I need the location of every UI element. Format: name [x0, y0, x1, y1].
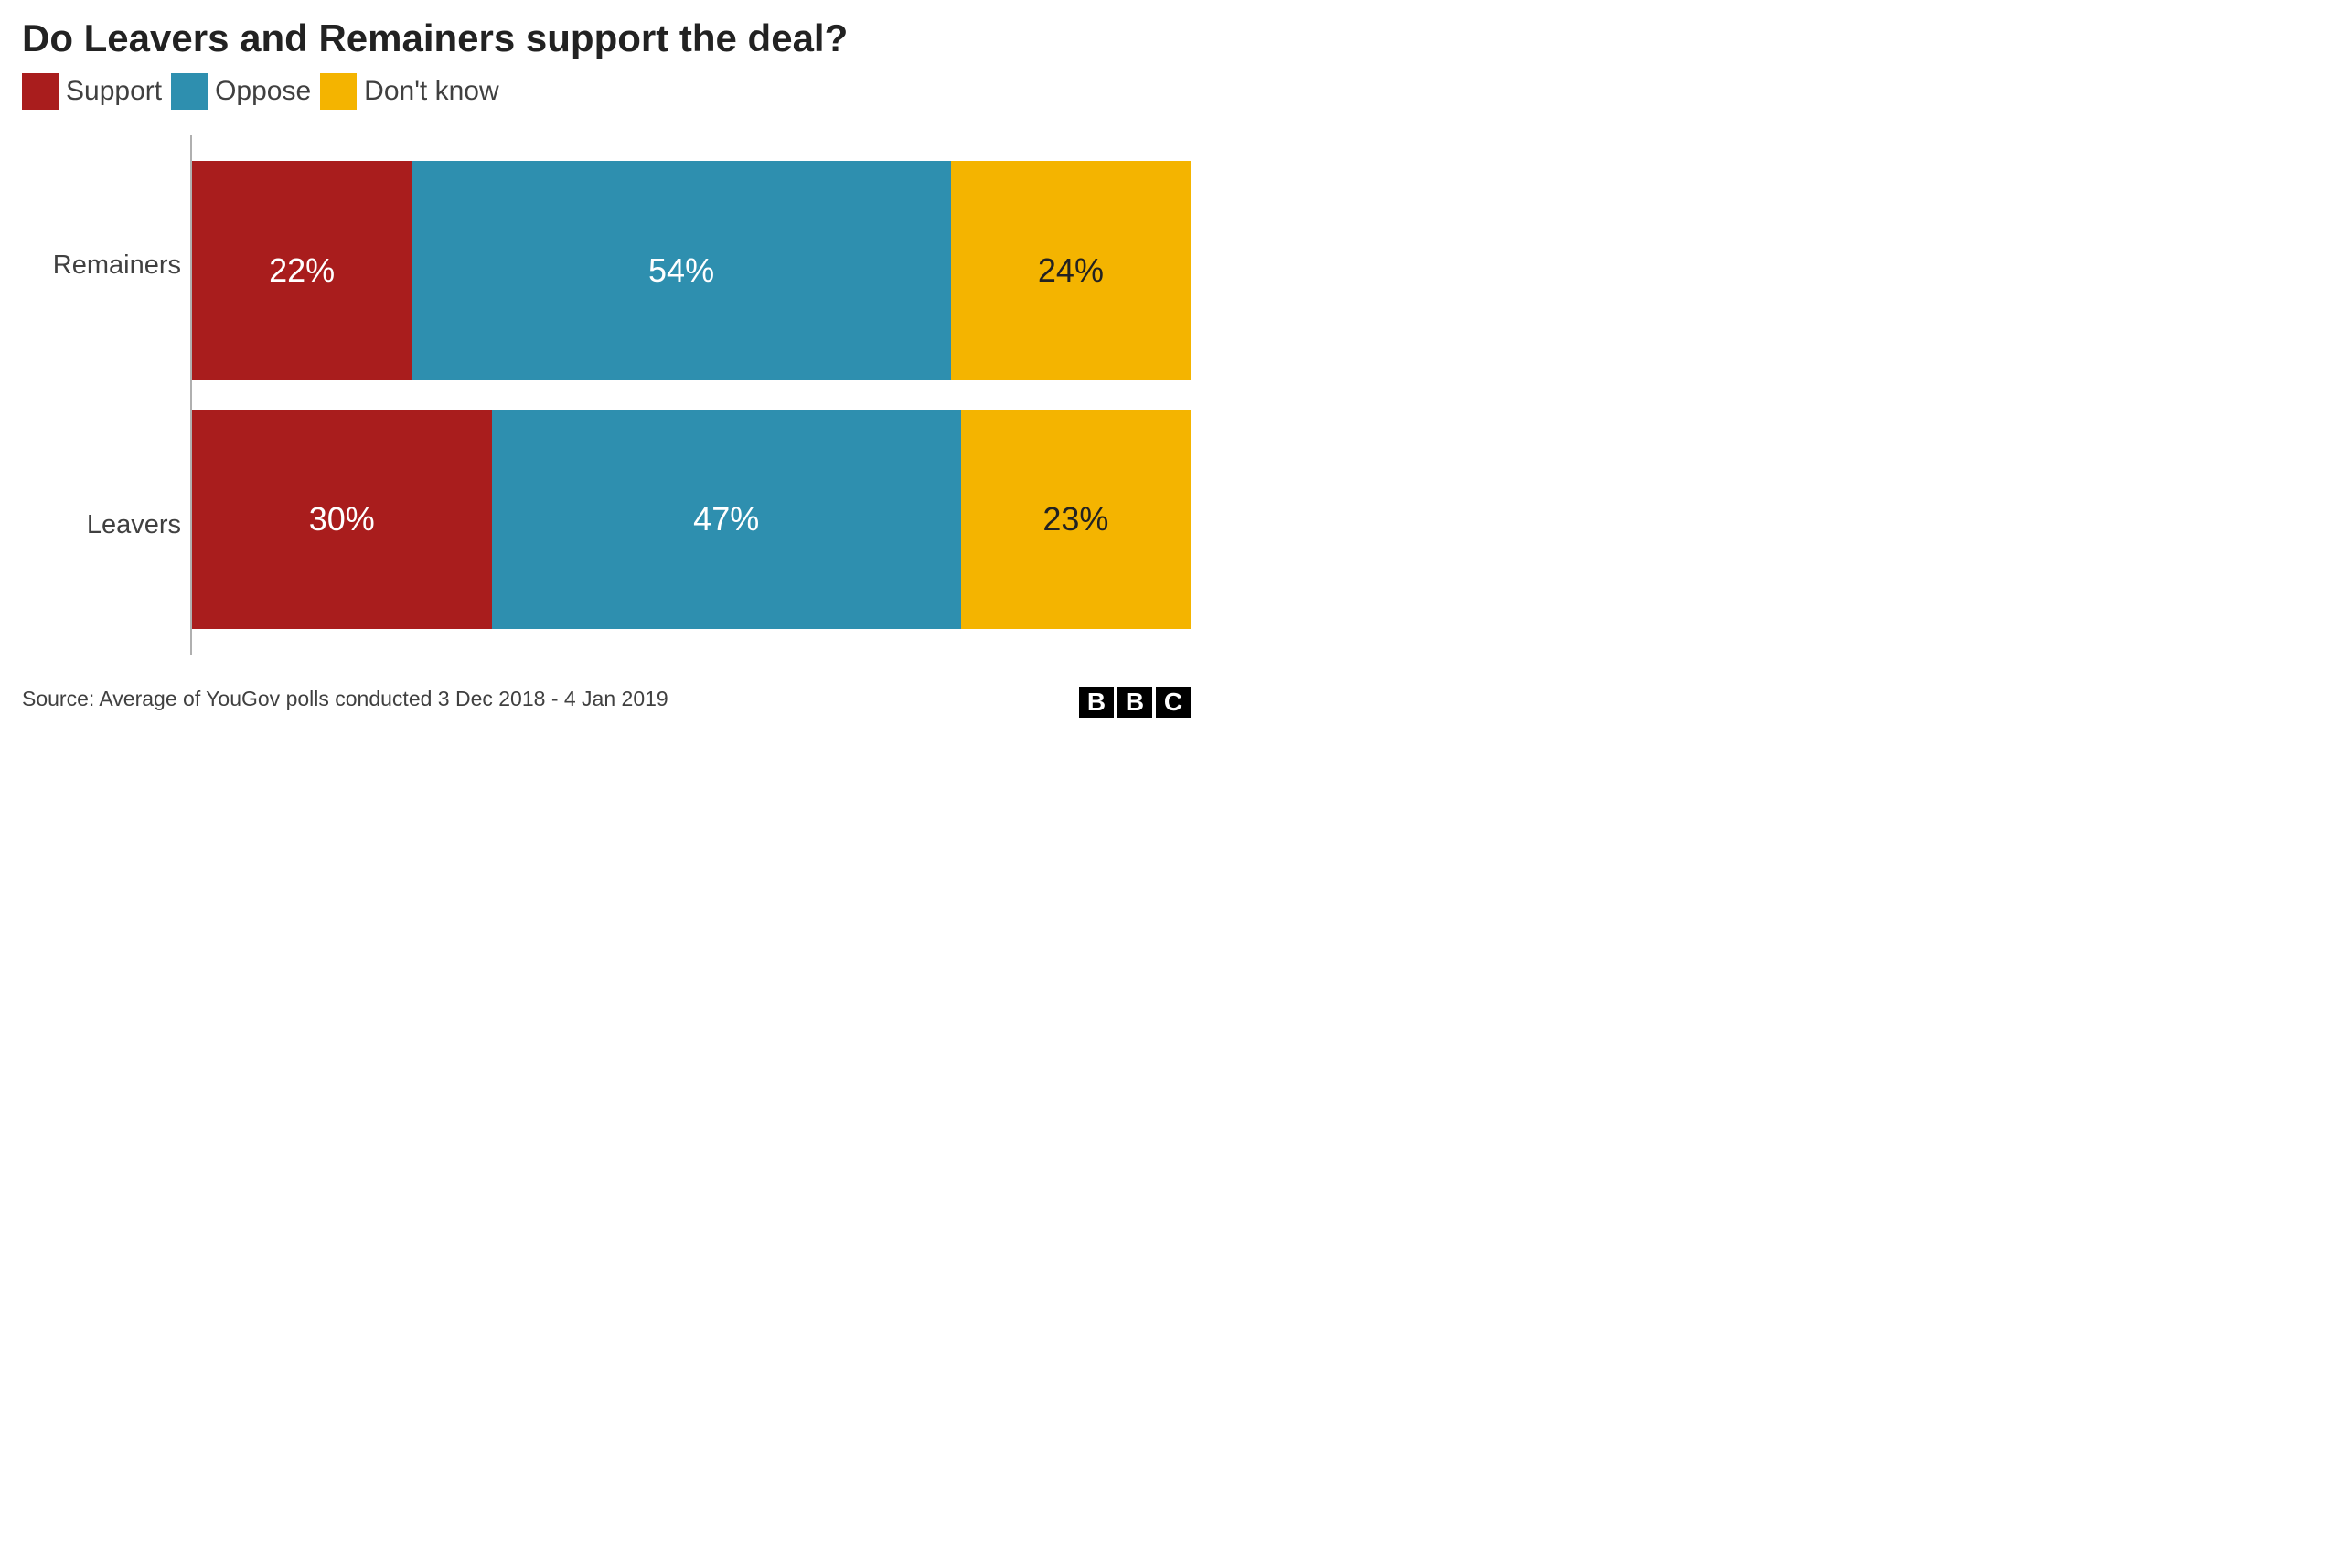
- legend-item-dontknow: Don't know: [320, 73, 498, 110]
- y-axis: Remainers Leavers: [16, 135, 190, 655]
- seg-leavers-support: 30%: [192, 410, 492, 629]
- chart-title: Do Leavers and Remainers support the dea…: [22, 16, 1191, 60]
- legend: Support Oppose Don't know: [22, 73, 1191, 110]
- seg-remainers-support: 22%: [192, 161, 412, 380]
- legend-label-dontknow: Don't know: [364, 76, 498, 107]
- plot-area: Remainers Leavers 22% 54% 24% 30% 47% 23…: [16, 135, 1191, 655]
- bar-remainers: 22% 54% 24%: [192, 161, 1191, 380]
- legend-item-oppose: Oppose: [171, 73, 311, 110]
- legend-label-support: Support: [66, 76, 162, 107]
- chart-container: Do Leavers and Remainers support the dea…: [0, 0, 1213, 812]
- bbc-logo-c: C: [1156, 687, 1191, 718]
- bar-leavers: 30% 47% 23%: [192, 410, 1191, 629]
- source-text: Source: Average of YouGov polls conducte…: [22, 687, 668, 711]
- seg-leavers-oppose: 47%: [492, 410, 961, 629]
- legend-swatch-support: [22, 73, 59, 110]
- seg-remainers-oppose: 54%: [412, 161, 951, 380]
- seg-remainers-dontknow: 24%: [951, 161, 1191, 380]
- y-label-remainers: Remainers: [53, 251, 181, 281]
- legend-swatch-dontknow: [320, 73, 357, 110]
- bars-area: 22% 54% 24% 30% 47% 23%: [190, 135, 1191, 655]
- legend-label-oppose: Oppose: [215, 76, 311, 107]
- seg-leavers-dontknow: 23%: [961, 410, 1191, 629]
- bbc-logo-b2: B: [1117, 687, 1152, 718]
- legend-item-support: Support: [22, 73, 162, 110]
- chart-footer: Source: Average of YouGov polls conducte…: [22, 677, 1191, 718]
- legend-swatch-oppose: [171, 73, 208, 110]
- bbc-logo-b1: B: [1079, 687, 1114, 718]
- bbc-logo: B B C: [1079, 687, 1191, 718]
- y-label-leavers: Leavers: [87, 510, 181, 540]
